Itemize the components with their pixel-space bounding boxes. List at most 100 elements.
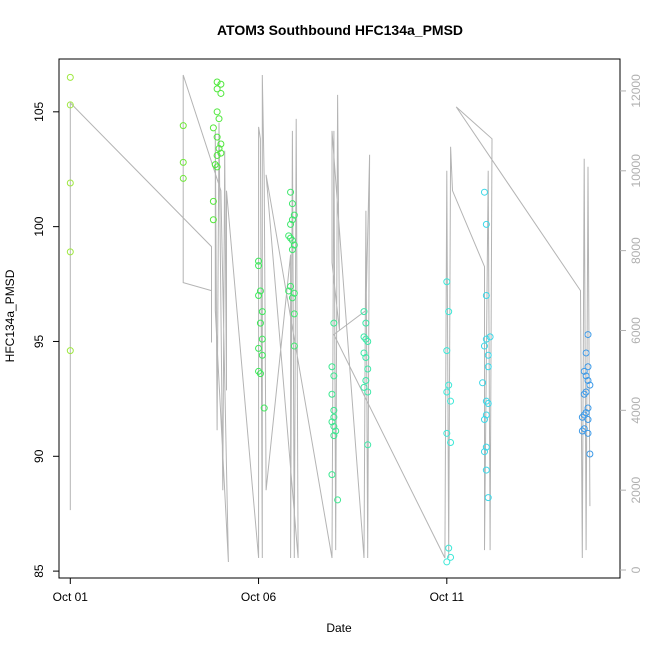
data-point — [584, 404, 592, 412]
data-point — [482, 443, 490, 451]
data-point — [447, 553, 455, 561]
data-point — [445, 381, 453, 389]
y-tick-label: 105 — [32, 101, 46, 121]
y2-tick-label: 0 — [629, 566, 643, 573]
data-point — [330, 319, 338, 327]
data-point — [179, 122, 187, 130]
data-point — [290, 310, 298, 318]
data-point — [482, 220, 490, 228]
data-point — [486, 333, 494, 341]
data-point — [484, 351, 492, 359]
data-point — [584, 363, 592, 371]
data-point — [443, 388, 451, 396]
x-tick-label: Oct 06 — [241, 590, 277, 604]
data-point — [580, 390, 588, 398]
x-tick-label: Oct 01 — [53, 590, 89, 604]
data-point — [288, 216, 296, 224]
data-point — [362, 354, 370, 362]
y-tick-label: 90 — [32, 449, 46, 463]
data-point — [482, 466, 490, 474]
data-point — [288, 294, 296, 302]
data-point — [290, 241, 298, 249]
y2-tick-label: 12000 — [629, 74, 643, 108]
data-point — [66, 73, 74, 81]
data-point — [330, 406, 338, 414]
data-point — [582, 409, 590, 417]
y2-tick-label: 6000 — [629, 317, 643, 344]
data-point — [288, 236, 296, 244]
data-point — [213, 85, 221, 93]
data-point — [578, 413, 586, 421]
data-point — [256, 370, 264, 378]
data-point — [255, 367, 263, 375]
data-point — [255, 292, 263, 300]
data-point — [288, 246, 296, 254]
plot-area: Oct 01 Oct 06 Oct 118590951001050200040006… — [32, 58, 643, 604]
data-point — [584, 429, 592, 437]
data-point — [217, 80, 225, 88]
data-point — [215, 145, 223, 153]
x-tick-label: Oct 11 — [430, 590, 465, 604]
data-point — [482, 397, 490, 405]
data-point — [484, 399, 492, 407]
data-point — [360, 383, 368, 391]
data-point — [213, 133, 221, 141]
data-point — [290, 342, 298, 350]
data-point — [580, 367, 588, 375]
data-point — [580, 411, 588, 419]
data-point — [287, 188, 295, 196]
data-point — [211, 161, 219, 169]
data-point — [258, 308, 266, 316]
data-point — [255, 344, 263, 352]
data-point — [255, 262, 263, 270]
data-point — [447, 439, 455, 447]
data-point — [328, 471, 336, 479]
data-point — [66, 347, 74, 355]
data-point — [479, 379, 487, 387]
data-point — [290, 289, 298, 297]
data-point — [482, 292, 490, 300]
data-point — [209, 216, 217, 224]
data-point — [584, 331, 592, 339]
data-point — [213, 151, 221, 159]
data-point — [285, 232, 293, 240]
data-point — [213, 78, 221, 86]
data-point — [288, 200, 296, 208]
data-point — [213, 108, 221, 116]
data-point — [484, 494, 492, 502]
data-point — [328, 418, 336, 426]
data-point — [443, 347, 451, 355]
data-point — [582, 388, 590, 396]
data-point — [447, 397, 455, 405]
y-tick-label: 95 — [32, 334, 46, 348]
y-tick-label: 100 — [32, 216, 46, 236]
data-point — [255, 257, 263, 265]
y2-tick-label: 2000 — [629, 476, 643, 503]
data-point — [285, 287, 293, 295]
data-point — [362, 335, 370, 343]
data-point — [582, 349, 590, 357]
data-point — [330, 422, 338, 430]
data-point — [217, 140, 225, 148]
data-point — [364, 441, 372, 449]
data-point — [482, 335, 490, 343]
data-point — [584, 416, 592, 424]
data-point — [217, 89, 225, 97]
data-point — [480, 448, 488, 456]
data-point — [443, 558, 451, 566]
data-point — [364, 388, 372, 396]
data-point — [362, 319, 370, 327]
data-point — [66, 248, 74, 256]
data-point — [209, 124, 217, 132]
plot-frame — [58, 58, 621, 579]
data-point — [445, 308, 453, 316]
data-point — [362, 377, 370, 385]
data-point — [360, 333, 368, 341]
data-point — [578, 427, 586, 435]
chart-title: ATOM3 Southbound HFC134a_PMSD — [217, 22, 463, 38]
data-point — [179, 158, 187, 166]
y2-tick-label: 10000 — [629, 154, 643, 188]
x-axis-label: Date — [326, 621, 352, 635]
data-point — [256, 287, 264, 295]
data-point — [287, 282, 295, 290]
